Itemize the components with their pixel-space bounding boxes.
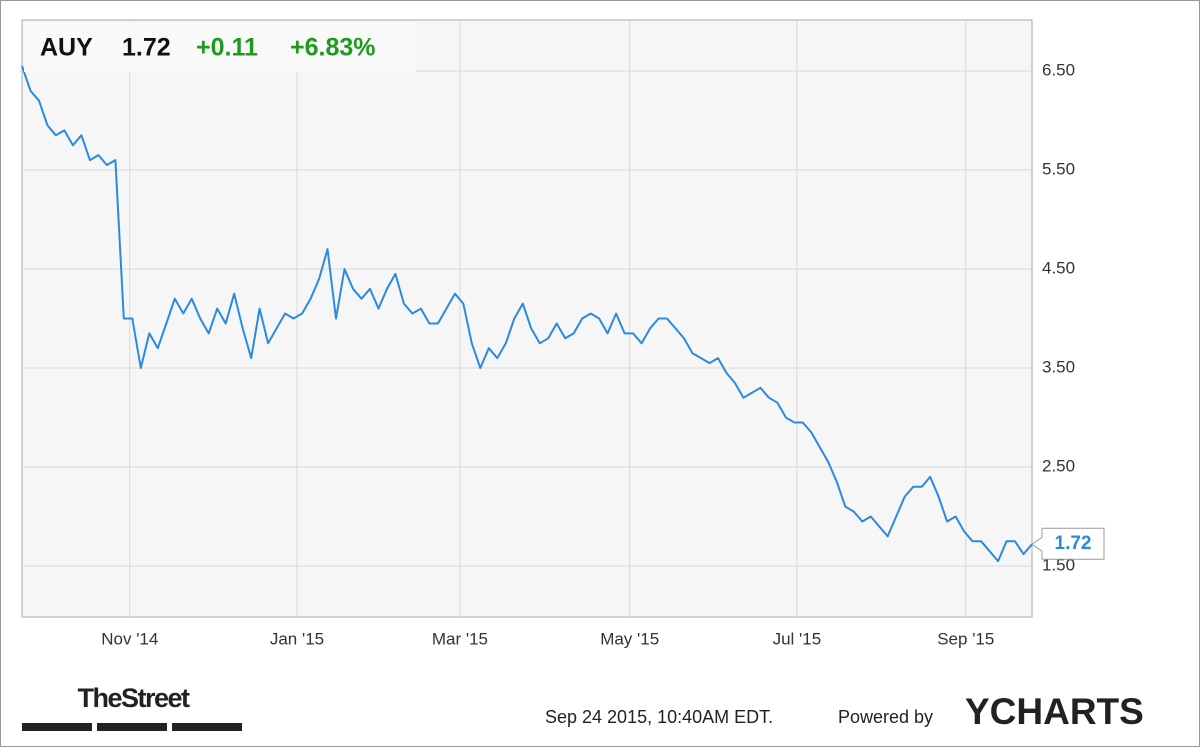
change: +0.11 [196, 34, 258, 62]
y-tick-label: 3.50 [1042, 357, 1075, 376]
price-line [21, 65, 1033, 563]
x-tick-label: May '15 [600, 629, 659, 648]
timestamp: Sep 24 2015, 10:40AM EDT. [545, 707, 773, 727]
series [21, 65, 1033, 563]
y-tick-label: 5.50 [1042, 159, 1075, 178]
symbol: AUY [40, 34, 93, 62]
logo-bar [97, 723, 167, 731]
x-tick-label: Nov '14 [101, 629, 158, 648]
x-tick-label: Jan '15 [270, 629, 324, 648]
y-tick-label: 6.50 [1042, 60, 1075, 79]
change-pct: +6.83% [290, 34, 376, 62]
y-tick-label: 1.50 [1042, 555, 1075, 574]
x-tick-label: Sep '15 [937, 629, 994, 648]
y-tick-label: 2.50 [1042, 456, 1075, 475]
logo-bar [22, 723, 92, 731]
logo-bar [172, 723, 242, 731]
price: 1.72 [122, 34, 171, 62]
provider-logo: YCHARTS [965, 691, 1144, 732]
x-tick-label: Jul '15 [773, 629, 822, 648]
x-tick-label: Mar '15 [432, 629, 488, 648]
last-value-label: 1.72 [1055, 533, 1092, 554]
brand-logo: TheStreet [77, 683, 190, 713]
powered-by: Powered by [838, 707, 933, 727]
header-box [24, 22, 416, 72]
y-tick-label: 4.50 [1042, 258, 1075, 277]
last-value-callout [1031, 527, 1105, 560]
